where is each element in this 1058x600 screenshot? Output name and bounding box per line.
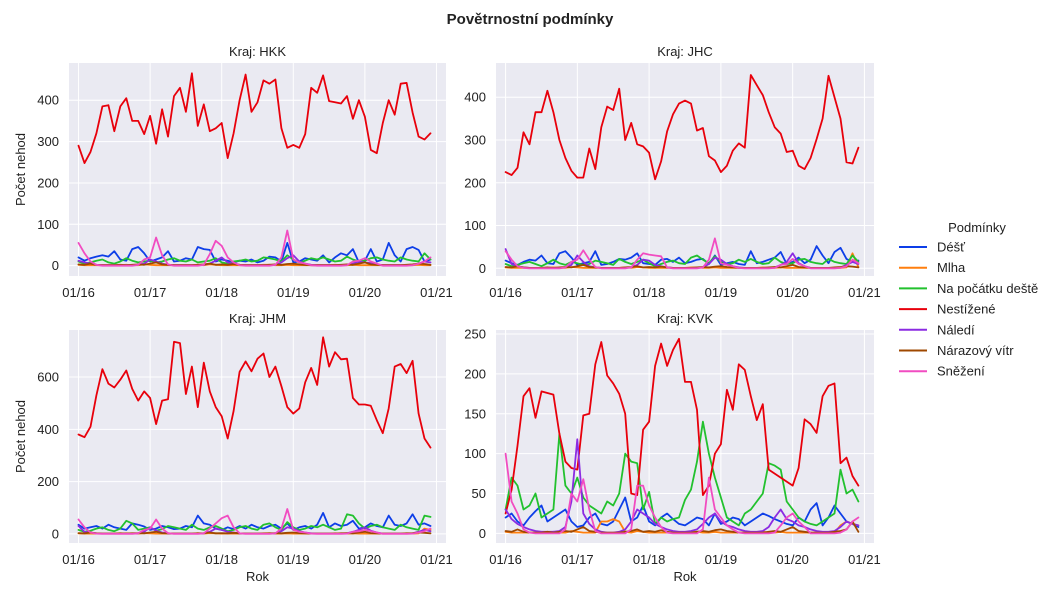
legend-item-snezeni: Sněžení [899,364,985,379]
legend-label: Náledí [937,322,975,337]
y-tick-label: 200 [37,474,59,489]
y-tick-label: 0 [52,258,59,273]
x-tick-label: 01/20 [349,552,382,567]
y-tick-label: 300 [464,132,486,147]
subplot-3: 0 200 400 600 01/16 01/17 01/18 01/19 01/20 01/21… [13,311,453,584]
x-tick-label: 01/16 [62,552,95,567]
subplot-title: Kraj: JHC [657,44,713,59]
subplot-title: Kraj: HKK [229,44,286,59]
subplot-4: 0 50 100 150 200 250 01/16 01/17 01/18 01/19 01/20… [464,311,880,584]
series-line-na-pocatku-deste [77,252,432,265]
y-tick-label: 200 [37,175,59,190]
x-tick-label: 01/17 [134,285,167,300]
x-tick-label: 01/18 [205,285,238,300]
legend-label: Nestížené [937,302,996,317]
legend-item-naledi: Náledí [899,322,975,337]
series-line-na-pocatku-deste [504,254,860,268]
x-tick-label: 01/18 [633,285,666,300]
x-tick-label: 01/20 [776,285,809,300]
x-tick-label: 01/19 [277,285,310,300]
figure-title: Povětrnostní podmínky [447,11,614,28]
legend-item-na-pocatku-deste: Na počátku deště [899,281,1038,296]
y-tick-label: 0 [52,526,59,541]
y-axis-label: Počet nehod [13,133,28,206]
series-line-dest [504,245,860,266]
series-group [504,337,860,535]
x-tick-label: 01/20 [776,552,809,567]
series-line-na-pocatku-deste [504,420,860,527]
y-tick-label: 100 [37,217,59,232]
x-tick-label: 01/19 [705,285,738,300]
x-tick-label: 01/16 [62,285,95,300]
y-tick-label: 100 [464,218,486,233]
plot-area [69,63,446,276]
series-line-snezeni [504,452,860,535]
y-tick-label: 400 [37,93,59,108]
x-tick-label: 01/16 [489,552,522,567]
plot-area [496,330,874,543]
series-line-nestizene [77,72,432,165]
y-axis-label: Počet nehod [13,400,28,473]
y-tick-label: 400 [37,422,59,437]
legend-label: Nárazový vítr [937,343,1014,358]
y-tick-label: 600 [37,370,59,385]
subplot-title: Kraj: KVK [657,311,714,326]
legend-title: Podmínky [948,220,1006,235]
series-group [504,74,860,270]
legend-label: Na počátku deště [937,281,1038,296]
legend: Podmínky Déšť Mlha Na počátku deště Nestížen… [899,220,1038,379]
series-line-nestizene [77,336,432,449]
legend-item-nestizene: Nestížené [899,302,996,317]
legend-label: Mlha [937,260,966,275]
legend-label: Déšť [937,240,965,255]
y-tick-label: 100 [464,446,486,461]
x-tick-label: 01/19 [705,552,738,567]
x-tick-label: 01/21 [848,552,881,567]
series-line-snezeni [77,508,432,535]
series-line-nestizene [504,74,860,181]
x-tick-label: 01/16 [489,285,522,300]
y-tick-label: 150 [464,406,486,421]
y-tick-label: 0 [479,526,486,541]
subplot-2: 0 100 200 300 400 01/16 01/17 01/18 01/19 01/20 01… [464,44,880,300]
y-tick-label: 50 [472,486,486,501]
legend-item-narazovy-vitr: Nárazový vítr [899,343,1014,358]
x-tick-label: 01/17 [561,552,594,567]
series-line-dest [77,512,432,531]
x-tick-label: 01/20 [349,285,382,300]
x-tick-label: 01/19 [277,552,310,567]
series-line-na-pocatku-deste [77,513,432,533]
legend-item-mlha: Mlha [899,260,966,275]
series-group [77,336,432,535]
x-tick-label: 01/21 [848,285,881,300]
x-tick-label: 01/21 [420,552,453,567]
y-tick-label: 400 [464,90,486,105]
x-tick-label: 01/18 [205,552,238,567]
x-axis-label: Rok [673,569,697,584]
x-tick-label: 01/18 [633,552,666,567]
legend-label: Sněžení [937,364,985,379]
series-group [77,72,432,267]
x-axis-label: Rok [246,569,270,584]
legend-item-dest: Déšť [899,240,965,255]
y-tick-label: 200 [464,175,486,190]
subplot-title: Kraj: JHM [229,311,286,326]
subplot-1: 0 100 200 300 400 01/16 01/17 01/18 01/19 01/20 01… [13,44,453,300]
x-tick-label: 01/17 [561,285,594,300]
plot-area [69,330,446,543]
y-tick-label: 200 [464,366,486,381]
y-tick-label: 0 [479,261,486,276]
series-line-snezeni [504,237,860,270]
series-line-snezeni [77,229,432,267]
x-tick-label: 01/17 [134,552,167,567]
plot-area [496,63,874,276]
y-tick-label: 250 [464,326,486,341]
series-line-nestizene [504,337,860,515]
y-tick-label: 300 [37,134,59,149]
x-tick-label: 01/21 [420,285,453,300]
